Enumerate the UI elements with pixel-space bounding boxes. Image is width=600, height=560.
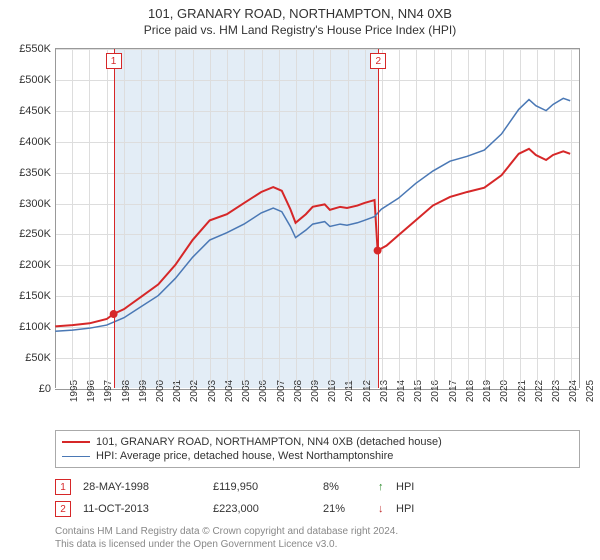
legend-item: 101, GRANARY ROAD, NORTHAMPTON, NN4 0XB … xyxy=(62,435,573,449)
series-hpi xyxy=(55,98,570,331)
legend-label: 101, GRANARY ROAD, NORTHAMPTON, NN4 0XB … xyxy=(96,436,442,448)
ytick-label: £0 xyxy=(39,383,51,395)
event-line xyxy=(378,49,379,388)
ytick-label: £50K xyxy=(25,352,51,364)
footer-attribution: Contains HM Land Registry data © Crown c… xyxy=(55,525,580,551)
legend-label: HPI: Average price, detached house, West… xyxy=(96,450,393,462)
arrow-up-icon: ↑ xyxy=(378,481,396,493)
event-marker: 2 xyxy=(370,53,386,69)
transaction-suffix: HPI xyxy=(396,481,414,493)
transaction-date: 11-OCT-2013 xyxy=(83,503,213,515)
ytick-label: £200K xyxy=(19,259,51,271)
transaction-pct: 8% xyxy=(323,481,378,493)
legend-item: HPI: Average price, detached house, West… xyxy=(62,449,573,463)
ytick-label: £400K xyxy=(19,136,51,148)
transaction-pct: 21% xyxy=(323,503,378,515)
ytick-label: £450K xyxy=(19,105,51,117)
transactions-table: 1 28-MAY-1998£119,9508%↑HPI 2 11-OCT-2013£2… xyxy=(55,476,580,520)
ytick-label: £550K xyxy=(19,43,51,55)
ytick-label: £500K xyxy=(19,74,51,86)
legend-swatch xyxy=(62,441,90,443)
chart-area: £0£50K£100K£150K£200K£250K£300K£350K£400… xyxy=(55,48,580,388)
page-title: 101, GRANARY ROAD, NORTHAMPTON, NN4 0XB xyxy=(0,6,600,21)
event-marker: 1 xyxy=(106,53,122,69)
ytick-label: £150K xyxy=(19,290,51,302)
transaction-price: £119,950 xyxy=(213,481,323,493)
legend-swatch xyxy=(62,456,90,457)
ytick-label: £300K xyxy=(19,198,51,210)
plot-area: £0£50K£100K£150K£200K£250K£300K£350K£400… xyxy=(55,48,580,388)
page-subtitle: Price paid vs. HM Land Registry's House … xyxy=(0,23,600,37)
legend: 101, GRANARY ROAD, NORTHAMPTON, NN4 0XB … xyxy=(55,430,580,468)
footer-line: This data is licensed under the Open Gov… xyxy=(55,538,580,551)
ytick-label: £250K xyxy=(19,228,51,240)
footer-line: Contains HM Land Registry data © Crown c… xyxy=(55,525,580,538)
transaction-date: 28-MAY-1998 xyxy=(83,481,213,493)
chart-lines xyxy=(55,49,579,388)
transaction-marker: 1 xyxy=(55,479,71,495)
transaction-row: 2 11-OCT-2013£223,00021%↓HPI xyxy=(55,498,580,520)
ytick-label: £350K xyxy=(19,167,51,179)
transaction-suffix: HPI xyxy=(396,503,414,515)
arrow-down-icon: ↓ xyxy=(378,503,396,515)
ytick-label: £100K xyxy=(19,321,51,333)
transaction-price: £223,000 xyxy=(213,503,323,515)
series-property xyxy=(55,149,570,327)
transaction-row: 1 28-MAY-1998£119,9508%↑HPI xyxy=(55,476,580,498)
transaction-marker: 2 xyxy=(55,501,71,517)
event-line xyxy=(114,49,115,388)
